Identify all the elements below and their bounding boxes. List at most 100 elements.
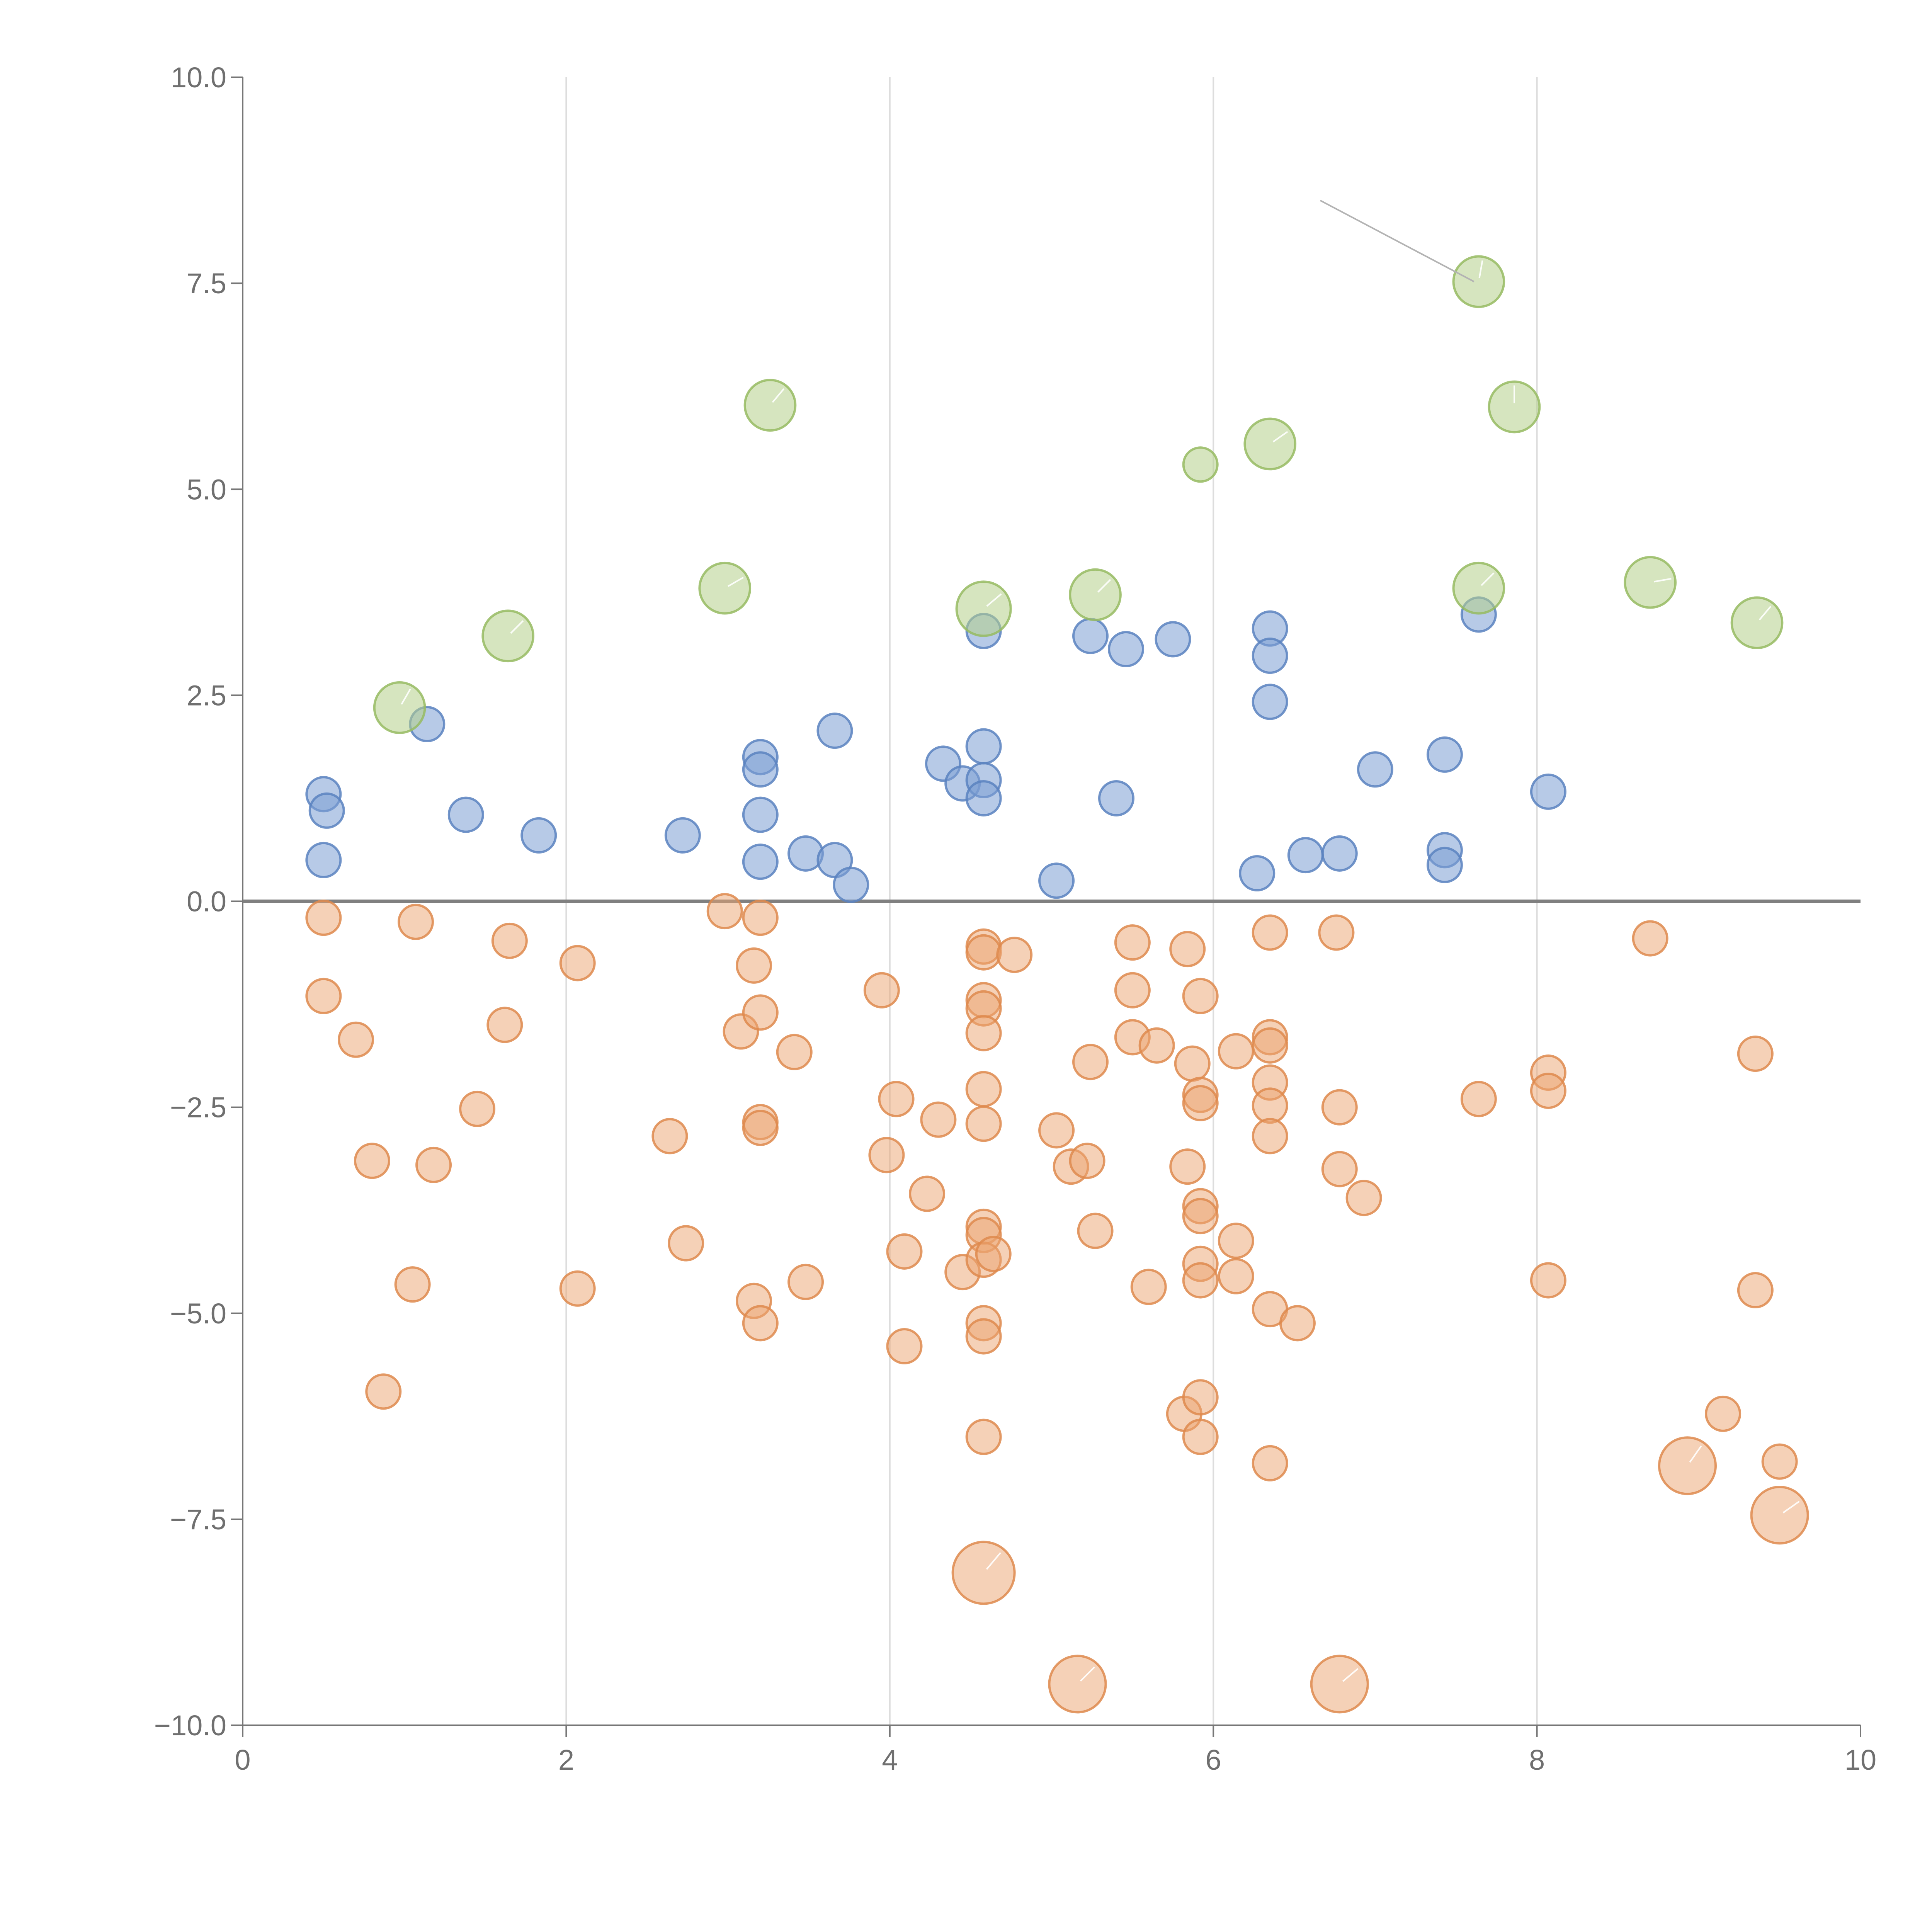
- label-leader-line: [1782, 1500, 1800, 1514]
- blue-bubble: [1530, 773, 1566, 810]
- label-leader-line: [510, 620, 524, 634]
- label-leader-line: [1272, 431, 1288, 442]
- green-bubble: [743, 379, 797, 432]
- orange-bubble: [394, 1266, 431, 1303]
- orange-bubble: [1252, 1118, 1288, 1155]
- label-leader-line: [1481, 572, 1495, 586]
- orange-bubble: [559, 945, 596, 981]
- orange-bubble: [965, 934, 1002, 971]
- orange-bubble: [1318, 914, 1355, 951]
- green-bubble: [1452, 255, 1505, 308]
- blue-bubble: [447, 796, 484, 833]
- orange-bubble: [975, 1236, 1012, 1272]
- label-leader-line: [1342, 1668, 1359, 1682]
- orange-bubble: [863, 972, 900, 1009]
- orange-bubble: [305, 900, 342, 936]
- orange-bubble: [965, 1105, 1002, 1142]
- blue-bubble: [1098, 780, 1134, 816]
- orange-bubble: [1737, 1036, 1774, 1072]
- label-leader-line: [1478, 260, 1483, 278]
- orange-bubble: [1632, 920, 1668, 957]
- orange-bubble: [1705, 1395, 1742, 1432]
- orange-bubble: [736, 947, 772, 984]
- blue-bubble: [305, 842, 342, 878]
- blue-bubble: [1287, 837, 1324, 874]
- orange-bubble: [965, 1015, 1002, 1051]
- orange-bubble: [1182, 978, 1219, 1014]
- orange-bubble: [1279, 1305, 1316, 1342]
- label-leader-line: [1097, 579, 1111, 593]
- orange-bubble: [1737, 1272, 1774, 1309]
- orange-bubble: [1252, 1445, 1288, 1481]
- green-bubble: [373, 681, 426, 734]
- orange-bubble: [559, 1270, 596, 1307]
- blue-bubble: [520, 817, 557, 854]
- orange-bubble: [886, 1328, 923, 1365]
- orange-bubble: [1218, 1033, 1254, 1070]
- orange-bubble: [1138, 1027, 1175, 1064]
- orange-bubble: [1182, 1085, 1219, 1121]
- bubble-layer: [305, 255, 1809, 1714]
- orange-bubble: [1174, 1045, 1211, 1082]
- orange-bubble: [920, 1101, 957, 1138]
- orange-bubble: [1345, 1180, 1382, 1216]
- blue-bubble: [1108, 631, 1145, 667]
- orange-bubble: [996, 937, 1033, 973]
- axis-layer: 10.0 7.5 5.0 2.5 0.0 −2.5 −5.0 −7.5 −10.0 0 2 4 6 8 10: [154, 61, 1876, 1776]
- orange-bubble: [354, 1143, 390, 1179]
- y-tick-label: −7.5: [170, 1503, 226, 1536]
- blue-bubble: [1426, 847, 1463, 883]
- blue-bubble: [1155, 621, 1191, 658]
- blue-bubble: [1426, 736, 1463, 773]
- orange-bubble: [1169, 931, 1206, 968]
- label-leader-line: [1689, 1446, 1702, 1463]
- label-leader-line: [1653, 578, 1672, 583]
- orange-bubble: [651, 1118, 688, 1155]
- blue-bubble: [1252, 638, 1288, 674]
- orange-bubble: [1069, 1143, 1105, 1179]
- orange-bubble: [1114, 972, 1151, 1009]
- orange-bubble: [1321, 1151, 1358, 1187]
- label-leader-line: [772, 388, 785, 403]
- label-leader-line: [1080, 1667, 1095, 1682]
- orange-bubble: [1130, 1269, 1167, 1305]
- blue-bubble: [1252, 684, 1288, 720]
- orange-bubble: [1218, 1223, 1254, 1259]
- orange-bubble: [365, 1373, 402, 1410]
- orange-bubble: [1218, 1258, 1254, 1294]
- y-tick-label: −10.0: [154, 1709, 226, 1742]
- orange-bubble: [1182, 1418, 1219, 1455]
- orange-bubble: [965, 1418, 1002, 1455]
- orange-bubble: [886, 1233, 923, 1270]
- blue-bubble: [1321, 835, 1358, 872]
- blue-bubble: [1357, 751, 1393, 788]
- y-tick-label: −5.0: [170, 1298, 226, 1330]
- green-bubble: [1243, 417, 1297, 471]
- y-tick-label: 2.5: [187, 679, 226, 711]
- green-bubble: [1452, 561, 1505, 615]
- x-tick-label: 6: [1206, 1744, 1221, 1776]
- label-leader-line: [986, 593, 1002, 607]
- y-tick-label: −2.5: [170, 1092, 226, 1124]
- label-leader-line: [1759, 605, 1772, 621]
- blue-bubble: [664, 817, 701, 854]
- orange-bubble: [1530, 1072, 1566, 1109]
- orange-bubble: [965, 1318, 1002, 1355]
- green-bubble: [1488, 380, 1541, 434]
- orange-bubble: [1750, 1486, 1809, 1545]
- blue-bubble: [816, 713, 853, 749]
- orange-bubble: [776, 1034, 813, 1070]
- orange-bubble: [305, 978, 342, 1014]
- orange-bubble: [1182, 1262, 1219, 1299]
- orange-bubble: [909, 1175, 946, 1212]
- orange-bubble: [951, 1541, 1016, 1605]
- green-bubble: [1182, 446, 1219, 483]
- orange-bubble: [1072, 1044, 1109, 1080]
- blue-bubble: [742, 844, 779, 880]
- blue-bubble: [965, 728, 1002, 765]
- blue-bubble: [1038, 862, 1075, 899]
- label-leader-line: [986, 1552, 1001, 1570]
- orange-bubble: [868, 1137, 905, 1173]
- green-bubble: [481, 609, 535, 663]
